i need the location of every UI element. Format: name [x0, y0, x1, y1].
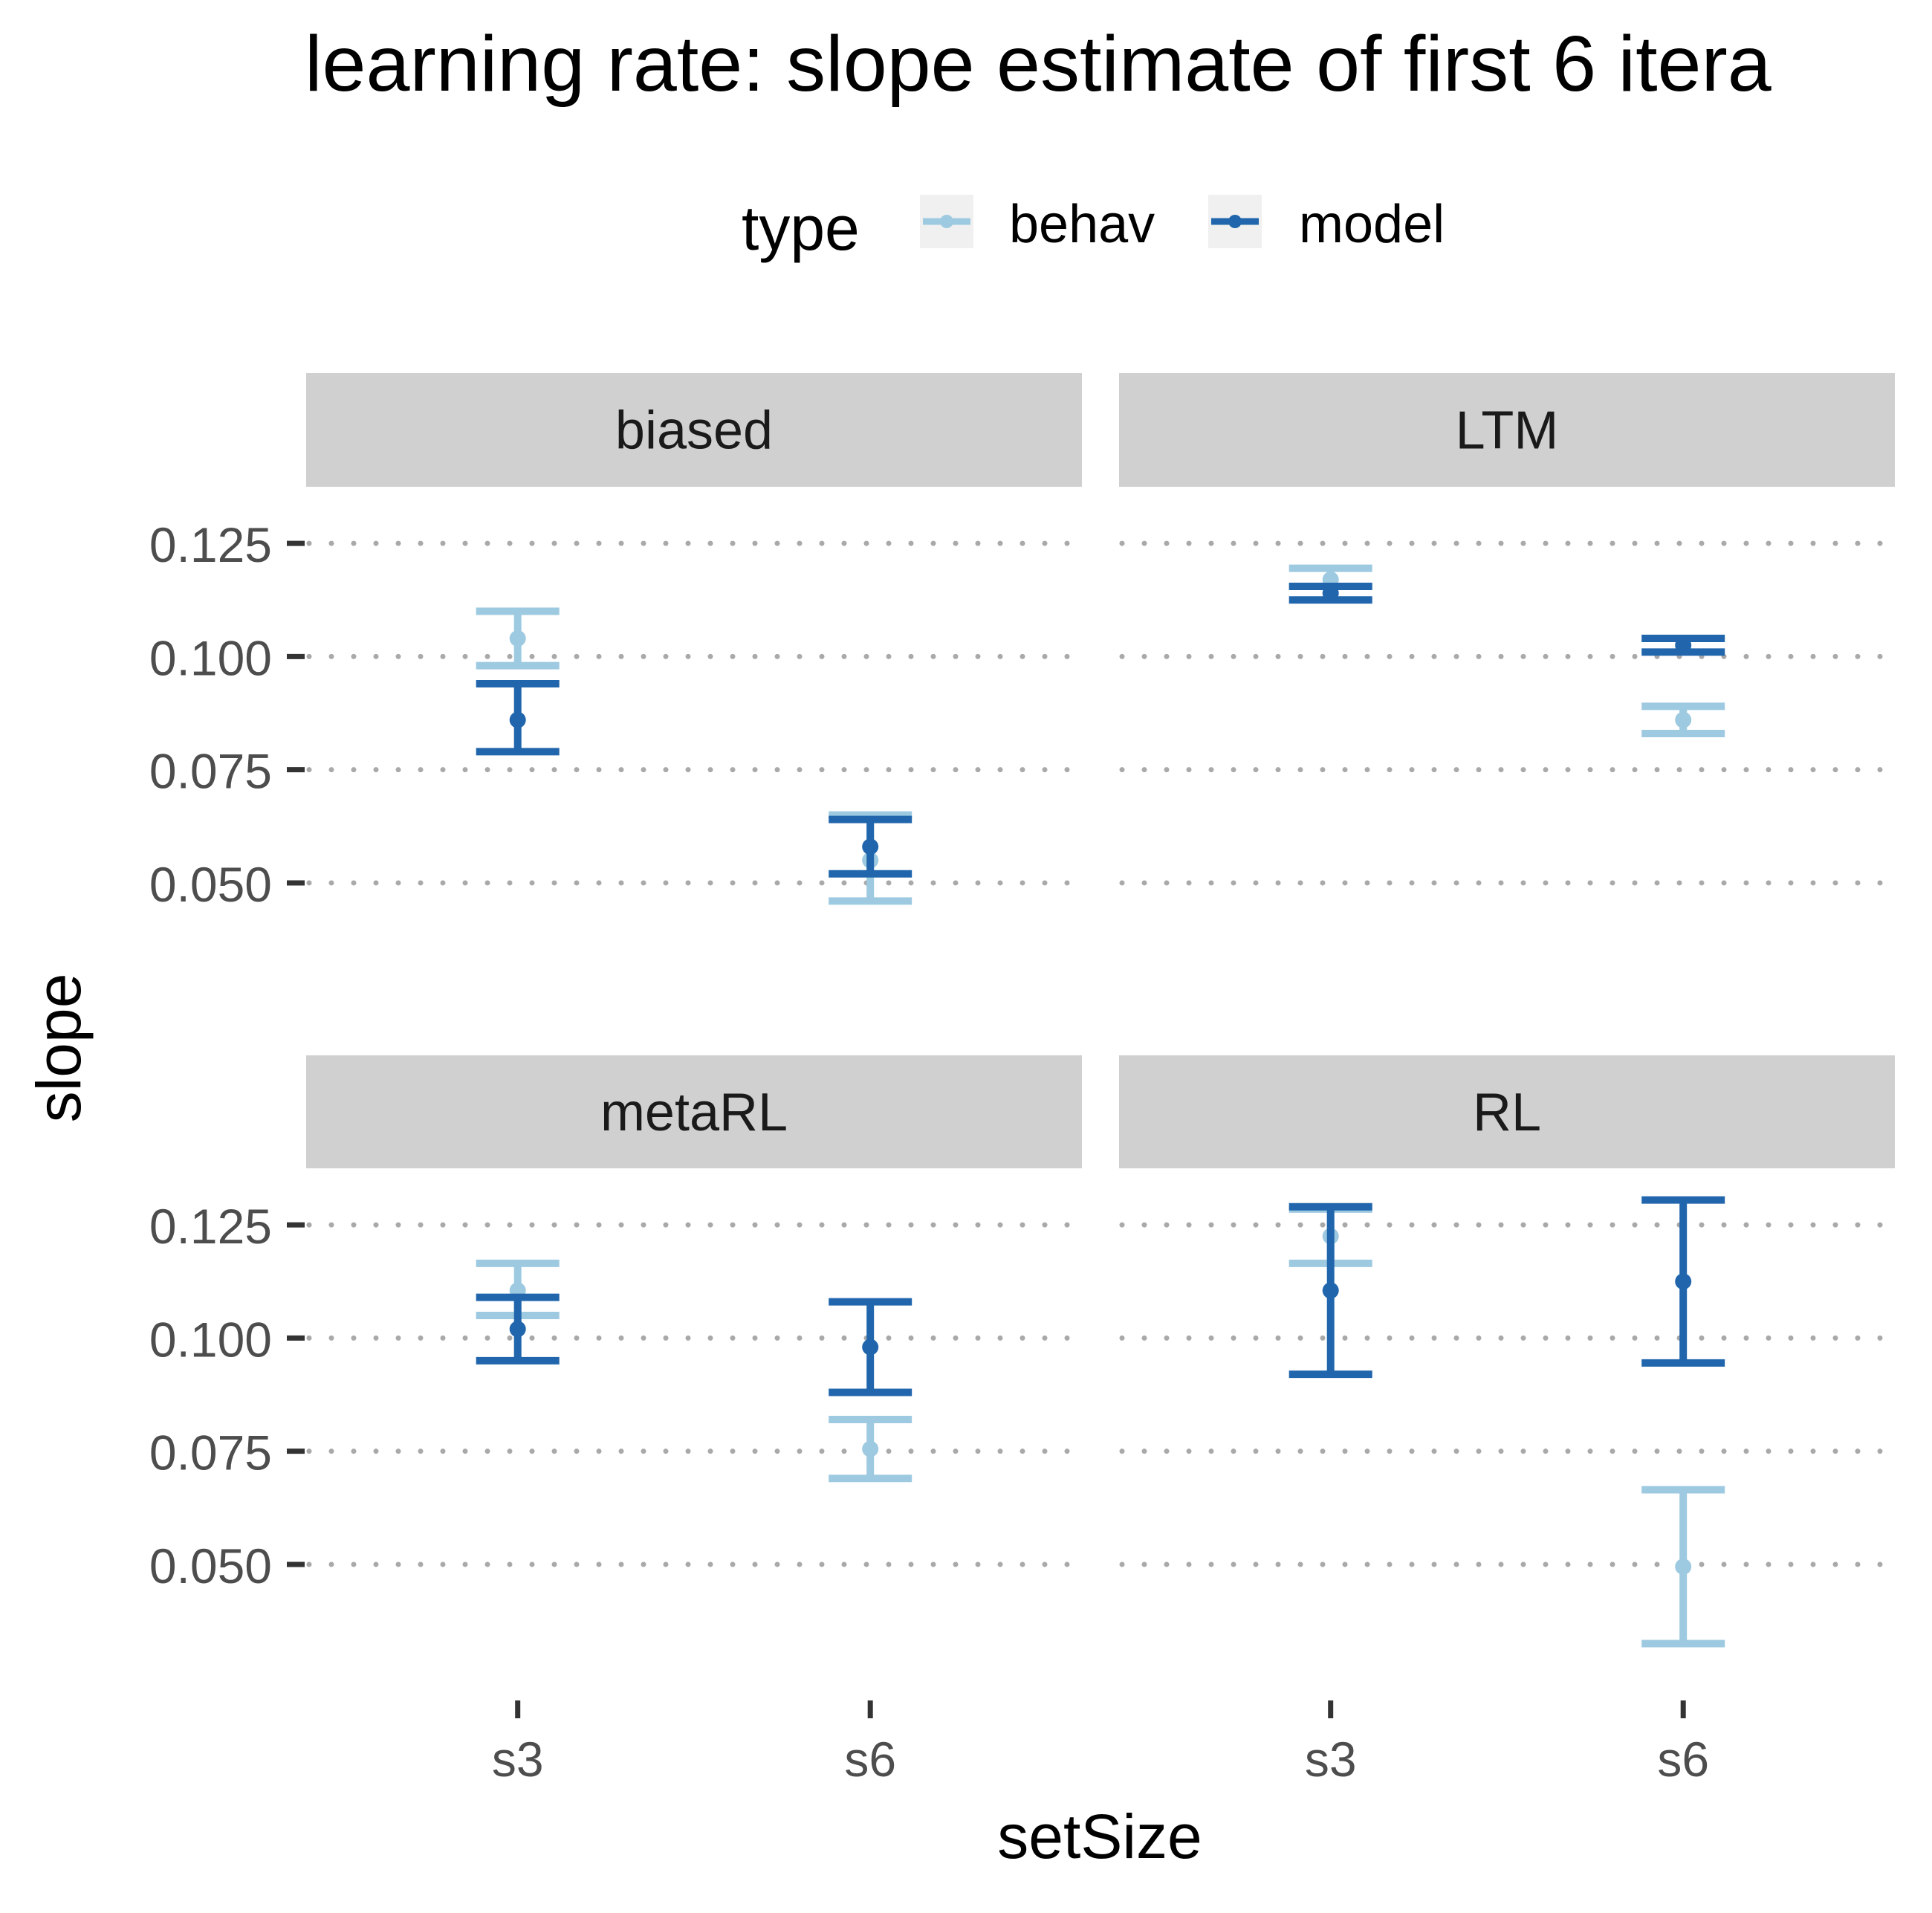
y-tick-label: 0.050	[149, 857, 272, 912]
facet-strip	[1119, 373, 1895, 487]
legend-item-model: model	[1208, 195, 1445, 254]
facet-panel-RL: RL s3 s6	[1119, 1055, 1895, 1787]
errorbar	[1288, 1202, 1372, 1379]
facet-strip	[1119, 1055, 1895, 1168]
data-point	[1322, 585, 1339, 602]
facet-panel-LTM: LTM	[1119, 373, 1895, 886]
y-tick-label: 0.075	[149, 744, 272, 799]
series-model	[1288, 1196, 1725, 1379]
x-tick-label: s3	[492, 1732, 544, 1787]
x-tick-label: s6	[1657, 1732, 1709, 1787]
facet-strip	[306, 373, 1082, 487]
legend-key-point	[940, 215, 953, 228]
data-point	[1675, 637, 1692, 654]
series-model	[476, 679, 912, 878]
errorbar	[1641, 1196, 1725, 1367]
series-behav	[1288, 1205, 1725, 1648]
legend-title: type	[742, 193, 860, 263]
legend-key-point	[1228, 215, 1242, 228]
facet-strip-label: LTM	[1456, 401, 1559, 461]
chart-title: learning rate: slope estimate of first 6…	[305, 20, 1771, 108]
y-axis-label: slope	[24, 974, 94, 1123]
facet-panel-metaRL: metaRL 0.050 0.075 0.100 0.125 s3 s6	[149, 1055, 1082, 1787]
errorbar	[829, 1416, 912, 1483]
errorbar	[829, 1298, 912, 1396]
legend-label: model	[1299, 195, 1445, 254]
errorbar	[1288, 583, 1372, 604]
facet-panels: biased 0.050 0.075 0.100 0.125 LTM metaRL 0.050…	[149, 373, 1895, 1787]
x-tick-label: s3	[1305, 1732, 1357, 1787]
data-point	[862, 838, 879, 855]
facet-strip	[306, 1055, 1082, 1168]
facet-strip-label: biased	[615, 401, 773, 461]
series-behav	[476, 607, 912, 905]
y-tick-label: 0.125	[149, 517, 272, 572]
facet-panel-biased: biased 0.050 0.075 0.100 0.125	[149, 373, 1082, 912]
legend-item-behav: behav	[920, 195, 1155, 254]
y-tick-label: 0.100	[149, 1312, 272, 1367]
errorbar	[1641, 1486, 1725, 1648]
y-tick-label: 0.125	[149, 1199, 272, 1254]
data-point	[862, 1339, 879, 1356]
legend-label: behav	[1009, 195, 1155, 254]
series-model	[476, 1293, 912, 1396]
data-point	[509, 1321, 526, 1338]
errorbar	[476, 607, 560, 670]
y-tick-label: 0.100	[149, 630, 272, 685]
data-point	[1322, 1282, 1339, 1299]
errorbar	[476, 1293, 560, 1365]
data-point	[1675, 1558, 1692, 1575]
errorbar	[829, 815, 912, 878]
data-point	[1675, 1273, 1692, 1290]
legend: type behav model	[742, 193, 1445, 263]
facet-strip-label: metaRL	[600, 1083, 788, 1142]
series-model	[1288, 583, 1725, 656]
errorbar	[476, 679, 560, 756]
errorbar	[1641, 702, 1725, 737]
data-point	[862, 1440, 879, 1457]
data-point	[509, 711, 526, 728]
y-tick-label: 0.050	[149, 1538, 272, 1593]
facet-strip-label: RL	[1473, 1083, 1541, 1142]
x-axis-label: setSize	[997, 1802, 1202, 1871]
data-point	[1675, 711, 1692, 728]
x-tick-label: s6	[844, 1732, 896, 1787]
y-tick-label: 0.075	[149, 1425, 272, 1480]
data-point	[509, 630, 526, 647]
errorbar	[1641, 635, 1725, 656]
